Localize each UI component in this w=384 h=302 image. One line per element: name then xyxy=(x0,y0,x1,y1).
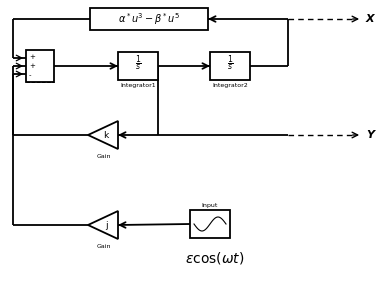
Text: $\alpha^*u^3 - \beta^*u^5$: $\alpha^*u^3 - \beta^*u^5$ xyxy=(118,11,180,27)
Text: $\frac{1}{s}$: $\frac{1}{s}$ xyxy=(134,54,141,74)
Text: k: k xyxy=(103,130,109,140)
Text: j: j xyxy=(105,220,107,230)
Text: $\varepsilon\cos(\omega t)$: $\varepsilon\cos(\omega t)$ xyxy=(185,250,245,266)
Text: Y: Y xyxy=(366,130,374,140)
Text: $\frac{1}{s}$: $\frac{1}{s}$ xyxy=(227,54,233,74)
Text: +: + xyxy=(29,54,35,60)
Text: +: + xyxy=(29,63,35,69)
Text: X: X xyxy=(366,14,375,24)
Text: Gain: Gain xyxy=(97,245,111,249)
Text: Integrator1: Integrator1 xyxy=(120,83,156,88)
Text: Integrator2: Integrator2 xyxy=(212,83,248,88)
Text: -: - xyxy=(29,72,31,78)
Text: Input: Input xyxy=(202,203,218,207)
Text: Gain: Gain xyxy=(97,155,111,159)
Bar xyxy=(210,52,250,80)
Bar xyxy=(90,8,208,30)
Bar xyxy=(26,50,54,82)
Bar xyxy=(190,210,230,238)
Bar xyxy=(118,52,158,80)
